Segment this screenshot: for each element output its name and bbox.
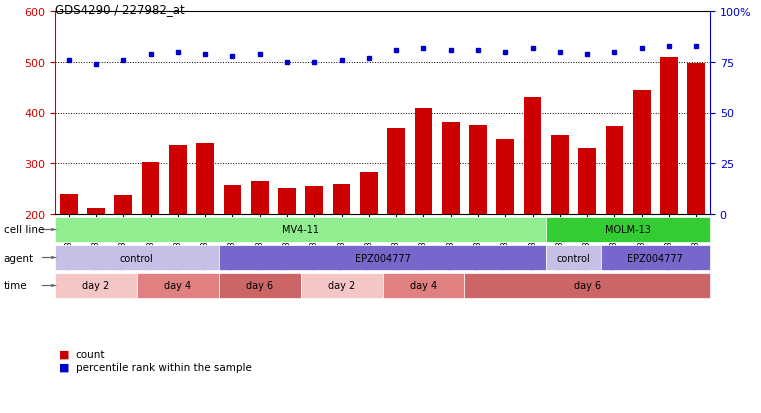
Bar xyxy=(524,98,542,316)
Text: MV4-11: MV4-11 xyxy=(282,225,319,235)
Bar xyxy=(496,140,514,316)
Text: time: time xyxy=(4,281,27,291)
Text: count: count xyxy=(75,349,105,359)
Bar xyxy=(169,146,186,316)
Text: day 6: day 6 xyxy=(246,281,273,291)
Text: day 2: day 2 xyxy=(82,281,110,291)
Bar xyxy=(387,128,405,316)
Text: agent: agent xyxy=(4,253,34,263)
Bar xyxy=(60,194,78,316)
Bar xyxy=(224,185,241,316)
Text: EPZ004777: EPZ004777 xyxy=(628,253,683,263)
Bar xyxy=(551,136,568,316)
Bar xyxy=(360,173,377,316)
Text: control: control xyxy=(120,253,154,263)
Text: ■: ■ xyxy=(59,362,69,372)
Bar xyxy=(87,209,105,316)
Bar xyxy=(415,109,432,316)
Bar xyxy=(687,64,705,316)
Bar xyxy=(142,163,159,316)
Text: MOLM-13: MOLM-13 xyxy=(605,225,651,235)
Text: EPZ004777: EPZ004777 xyxy=(355,253,410,263)
Text: day 4: day 4 xyxy=(164,281,191,291)
Text: day 6: day 6 xyxy=(574,281,600,291)
Bar xyxy=(469,126,487,316)
Bar xyxy=(251,182,269,316)
Text: control: control xyxy=(556,253,591,263)
Bar xyxy=(442,122,460,316)
Text: ■: ■ xyxy=(59,349,69,359)
Bar xyxy=(278,188,296,316)
Bar xyxy=(305,187,323,316)
Bar xyxy=(661,57,678,316)
Bar xyxy=(606,127,623,316)
Bar xyxy=(196,144,214,316)
Bar xyxy=(333,184,350,316)
Bar xyxy=(633,90,651,316)
Text: cell line: cell line xyxy=(4,225,44,235)
Bar xyxy=(114,196,132,316)
Text: day 4: day 4 xyxy=(410,281,437,291)
Bar xyxy=(578,149,596,316)
Text: day 2: day 2 xyxy=(328,281,355,291)
Text: GDS4290 / 227982_at: GDS4290 / 227982_at xyxy=(55,3,185,16)
Text: percentile rank within the sample: percentile rank within the sample xyxy=(75,362,251,372)
